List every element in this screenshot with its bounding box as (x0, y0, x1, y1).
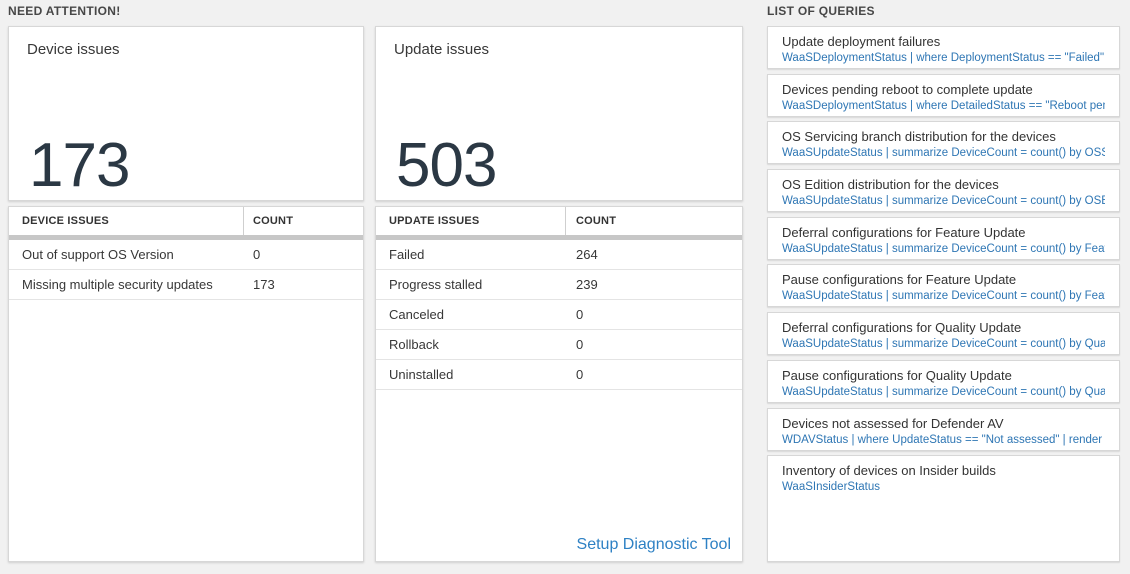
query-list-item[interactable]: Pause configurations for Feature Update … (767, 264, 1120, 308)
table-row[interactable]: Uninstalled 0 (376, 360, 742, 390)
row-count: 173 (253, 277, 275, 292)
row-label: Failed (389, 247, 425, 262)
query-title: Deferral configurations for Quality Upda… (782, 320, 1022, 336)
row-label: Out of support OS Version (22, 247, 174, 262)
table-row[interactable]: Canceled 0 (376, 300, 742, 330)
query-list-item[interactable]: Update deployment failures WaaSDeploymen… (767, 26, 1120, 69)
query-list-item[interactable]: Pause configurations for Quality Update … (767, 359, 1120, 403)
update-issues-card-title: Update issues (394, 41, 490, 58)
query-title: Pause configurations for Feature Update (782, 272, 1017, 288)
row-label: Rollback (389, 337, 439, 352)
update-issues-column: Update issues 503 UPDATE ISSUES COUNT Fa… (375, 26, 743, 562)
list-of-queries-header: LIST OF QUERIES (767, 4, 875, 18)
query-code-link[interactable]: WaaSUpdateStatus | summarize DeviceCount… (782, 147, 1105, 160)
row-count: 0 (576, 367, 584, 382)
row-count: 264 (576, 247, 598, 262)
device-issues-table: DEVICE ISSUES COUNT Out of support OS Ve… (8, 206, 364, 562)
query-title: Devices not assessed for Defender AV (782, 415, 1004, 431)
row-label: Progress stalled (389, 277, 483, 292)
query-title: Devices pending reboot to complete updat… (782, 81, 1033, 97)
query-list-item[interactable]: Deferral configurations for Feature Upda… (767, 216, 1120, 260)
table-row[interactable]: Progress stalled 239 (376, 270, 742, 300)
query-title: Pause configurations for Quality Update (782, 367, 1012, 383)
device-issues-table-header: DEVICE ISSUES COUNT (9, 207, 363, 235)
query-list-item[interactable]: Inventory of devices on Insider builds W… (767, 455, 1120, 562)
query-code-link[interactable]: WaaSInsiderStatus (782, 481, 881, 494)
device-issues-card-title: Device issues (27, 41, 120, 58)
update-issues-card[interactable]: Update issues 503 (375, 26, 743, 201)
column-header-update-issues: UPDATE ISSUES (376, 207, 566, 235)
column-header-count: COUNT (253, 215, 294, 227)
table-header-bar (9, 235, 363, 240)
device-issues-count: 173 (29, 131, 130, 200)
row-label: Uninstalled (389, 367, 454, 382)
row-count: 0 (253, 247, 261, 262)
update-issues-table-header: UPDATE ISSUES COUNT (376, 207, 742, 235)
query-list-item[interactable]: OS Edition distribution for the devices … (767, 169, 1120, 213)
row-count: 239 (576, 277, 598, 292)
row-count: 0 (576, 337, 584, 352)
row-count: 0 (576, 307, 584, 322)
query-code-link[interactable]: WaaSUpdateStatus | summarize DeviceCount… (782, 242, 1105, 255)
table-row[interactable]: Rollback 0 (376, 330, 742, 360)
query-title: Deferral configurations for Feature Upda… (782, 224, 1026, 240)
query-list-item[interactable]: OS Servicing branch distribution for the… (767, 121, 1120, 165)
device-issues-card[interactable]: Device issues 173 (8, 26, 364, 201)
query-title: Update deployment failures (782, 34, 941, 49)
table-row[interactable]: Missing multiple security updates 173 (9, 270, 363, 300)
table-header-bar (376, 235, 742, 240)
query-list: Update deployment failures WaaSDeploymen… (767, 26, 1120, 562)
query-code-link[interactable]: WaaSDeploymentStatus | where DetailedSta… (782, 99, 1105, 112)
table-row[interactable]: Failed 264 (376, 240, 742, 270)
update-issues-count: 503 (396, 131, 497, 200)
column-header-count: COUNT (576, 215, 617, 227)
query-list-item[interactable]: Devices pending reboot to complete updat… (767, 73, 1120, 117)
table-row[interactable]: Out of support OS Version 0 (9, 240, 363, 270)
query-title: OS Servicing branch distribution for the… (782, 129, 1056, 145)
query-title: Inventory of devices on Insider builds (782, 463, 996, 479)
column-header-device-issues: DEVICE ISSUES (9, 207, 244, 235)
need-attention-header: NEED ATTENTION! (8, 4, 121, 18)
query-code-link[interactable]: WaaSUpdateStatus | summarize DeviceCount… (782, 195, 1105, 208)
query-code-link[interactable]: WaaSUpdateStatus | summarize DeviceCount… (782, 338, 1105, 351)
query-code-link[interactable]: WaaSUpdateStatus | summarize DeviceCount… (782, 290, 1105, 303)
row-label: Canceled (389, 307, 444, 322)
query-code-link[interactable]: WaaSDeploymentStatus | where DeploymentS… (782, 52, 1105, 64)
query-code-link[interactable]: WaaSUpdateStatus | summarize DeviceCount… (782, 385, 1105, 398)
query-title: OS Edition distribution for the devices (782, 177, 999, 193)
row-label: Missing multiple security updates (22, 277, 213, 292)
update-issues-table: UPDATE ISSUES COUNT Failed 264 Progress … (375, 206, 743, 562)
query-list-item[interactable]: Deferral configurations for Quality Upda… (767, 312, 1120, 356)
setup-diagnostic-tool-link[interactable]: Setup Diagnostic Tool (576, 536, 731, 553)
query-code-link[interactable]: WDAVStatus | where UpdateStatus == "Not … (782, 433, 1105, 446)
query-list-item[interactable]: Devices not assessed for Defender AV WDA… (767, 407, 1120, 451)
queries-column: LIST OF QUERIES Update deployment failur… (767, 5, 1120, 562)
device-issues-column: NEED ATTENTION! Device issues 173 DEVICE… (8, 5, 364, 562)
